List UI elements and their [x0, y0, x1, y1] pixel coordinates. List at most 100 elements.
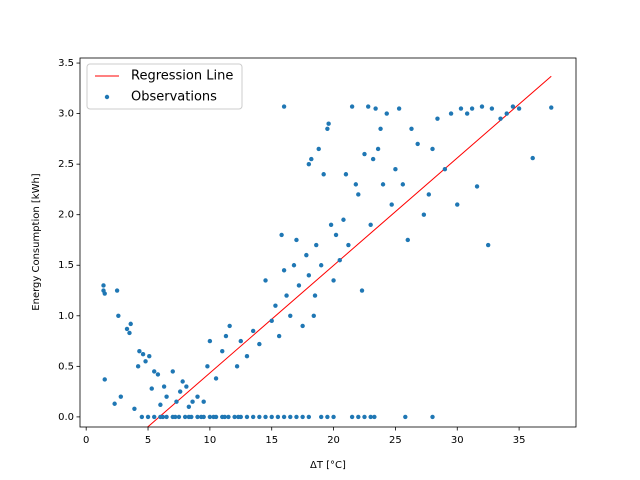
observation-point [139, 414, 145, 420]
observation-point [155, 372, 161, 377]
observation-point [442, 167, 448, 172]
observation-point [474, 184, 480, 189]
y-axis-label: Energy Consumption [kWh] [31, 173, 42, 311]
observation-point [152, 414, 157, 420]
observation-point [161, 384, 167, 389]
legend-label: Regression Line [131, 69, 233, 84]
observation-point [238, 414, 243, 420]
x-tick-label: 5 [145, 435, 151, 446]
observation-point [182, 414, 188, 420]
observation-point [101, 283, 106, 288]
observation-point [393, 167, 398, 172]
observation-point [331, 278, 336, 283]
observation-point [458, 106, 464, 111]
observation-point [306, 273, 312, 278]
x-tick-label: 10 [204, 435, 217, 446]
observation-point [333, 232, 339, 238]
observation-point [341, 217, 346, 222]
observation-point [362, 414, 367, 420]
observation-point [234, 364, 240, 369]
observation-point [430, 146, 435, 152]
observation-point [294, 237, 299, 243]
observation-point [275, 414, 281, 420]
observation-point [346, 242, 351, 248]
observation-point [189, 414, 194, 420]
observation-point [403, 414, 408, 420]
observation-point [127, 330, 132, 336]
observation-point [143, 359, 148, 364]
observation-point [276, 333, 282, 339]
x-tick-label: 0 [83, 435, 89, 446]
observation-point [435, 116, 440, 121]
observation-point [373, 106, 378, 111]
observation-point [177, 389, 183, 394]
observation-point [207, 338, 213, 344]
observation-point [223, 333, 229, 339]
observation-point [291, 263, 297, 268]
observation-point [186, 404, 192, 409]
observation-point [356, 192, 361, 197]
observation-point [195, 394, 200, 399]
observation-point [201, 399, 206, 404]
legend-label: Observations [131, 90, 217, 105]
observation-point [362, 151, 367, 157]
observation-point [489, 106, 495, 111]
observation-point [455, 202, 460, 207]
observation-point [170, 369, 175, 374]
observation-point [112, 401, 117, 406]
y-tick-label: 1.5 [58, 260, 74, 271]
y-tick-label: 0.5 [58, 361, 74, 372]
legend-box [86, 63, 243, 110]
observation-point [378, 126, 383, 131]
observation-point [375, 146, 381, 152]
observation-point [257, 341, 262, 347]
observation-point [485, 242, 491, 248]
observation-point [368, 414, 373, 420]
observation-point [288, 313, 293, 318]
observation-point [448, 111, 454, 116]
observation-point [124, 326, 130, 332]
observation-point [257, 414, 262, 420]
observation-point [337, 257, 342, 263]
observation-point [273, 303, 278, 308]
observation-point [370, 156, 376, 162]
observation-point [213, 414, 219, 420]
observation-point [306, 161, 312, 167]
observation-point [180, 379, 185, 384]
observation-point [326, 121, 331, 126]
observation-point [174, 399, 179, 404]
observation-point [331, 414, 336, 420]
observation-point [176, 414, 182, 420]
x-tick-label: 35 [513, 435, 526, 446]
observation-point [353, 182, 359, 187]
observation-point [128, 321, 133, 327]
observation-point [328, 222, 334, 228]
observation-point [321, 172, 326, 177]
y-tick-label: 2.5 [58, 159, 74, 170]
axes-frame [79, 57, 577, 428]
observation-point [504, 111, 509, 116]
observation-point [190, 399, 195, 404]
observation-point [400, 182, 406, 187]
x-tick-label: 15 [265, 435, 278, 446]
legend-dot [104, 94, 110, 100]
observation-point [409, 126, 414, 131]
observation-point [372, 414, 377, 420]
observation-point [318, 263, 324, 268]
x-tick-label: 30 [451, 435, 464, 446]
observation-point [244, 354, 250, 359]
observation-point [365, 104, 371, 109]
observation-point [213, 376, 219, 381]
observation-point [359, 288, 365, 293]
observation-point [415, 141, 420, 147]
observation-point [318, 414, 324, 420]
observation-point [380, 182, 386, 187]
observation-point [250, 328, 256, 334]
y-tick-label: 3.5 [58, 58, 74, 69]
observation-point [164, 414, 169, 420]
observation-point [147, 354, 152, 359]
observation-point [325, 414, 330, 420]
observation-point [164, 394, 169, 399]
x-tick-label: 25 [389, 435, 402, 446]
